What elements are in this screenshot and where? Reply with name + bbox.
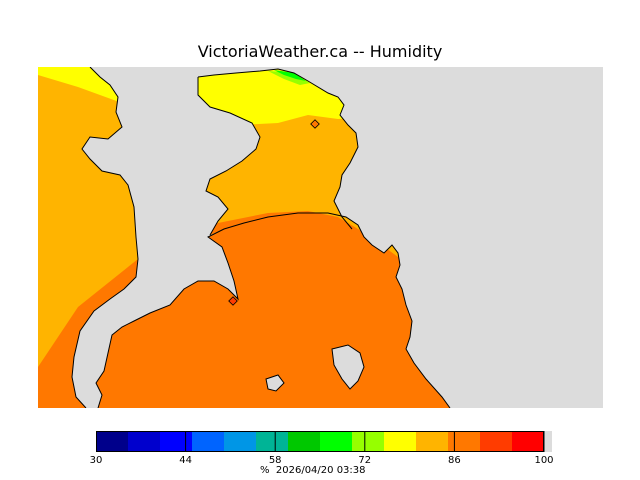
colorbar-tick-label-5: 100: [534, 455, 554, 466]
island-east: [331, 344, 365, 390]
colorbar-tick-label-1: 44: [179, 455, 192, 466]
colorbar-tick-label-0: 30: [89, 455, 103, 466]
coastline: [71, 67, 451, 408]
page-title: VictoriaWeather.ca -- Humidity: [197, 42, 443, 61]
station-south-marker: [228, 296, 238, 306]
colorbar-bin-2: [160, 431, 192, 452]
colorbar-tick-label-2: 58: [268, 455, 282, 466]
station-north-marker: [310, 119, 320, 129]
colorbar-bin-11: [448, 431, 480, 452]
humidity-colorbar: [96, 431, 552, 452]
colorbar-tick-label-4: 86: [448, 455, 461, 466]
unit-label: %: [260, 465, 270, 476]
island-south: [265, 374, 285, 392]
fill-65-70: [274, 70, 306, 81]
colorbar-bin-8: [352, 431, 384, 452]
colorbar-bin-12: [480, 431, 512, 452]
colorbar-bin-3: [192, 431, 224, 452]
timestamp: 2026/04/20 03:38: [275, 465, 366, 476]
colorbar-bin-5: [256, 431, 288, 452]
colorbar-bin-1: [128, 431, 160, 452]
fill-70-75: [268, 71, 310, 85]
colorbar-tick-label-3: 72: [358, 455, 372, 466]
colorbar-bin-6: [288, 431, 320, 452]
humidity-map: [38, 67, 603, 408]
colorbar-bin-4: [224, 431, 256, 452]
colorbar-bin-10: [416, 431, 448, 452]
colorbar-bin-0: [96, 431, 128, 452]
colorbar-tail: [544, 431, 552, 452]
colorbar-bin-9: [384, 431, 416, 452]
colorbar-bin-13: [512, 431, 544, 452]
colorbar-bin-7: [320, 431, 352, 452]
footer-caption: % 2026/04/20 03:38: [260, 465, 366, 476]
